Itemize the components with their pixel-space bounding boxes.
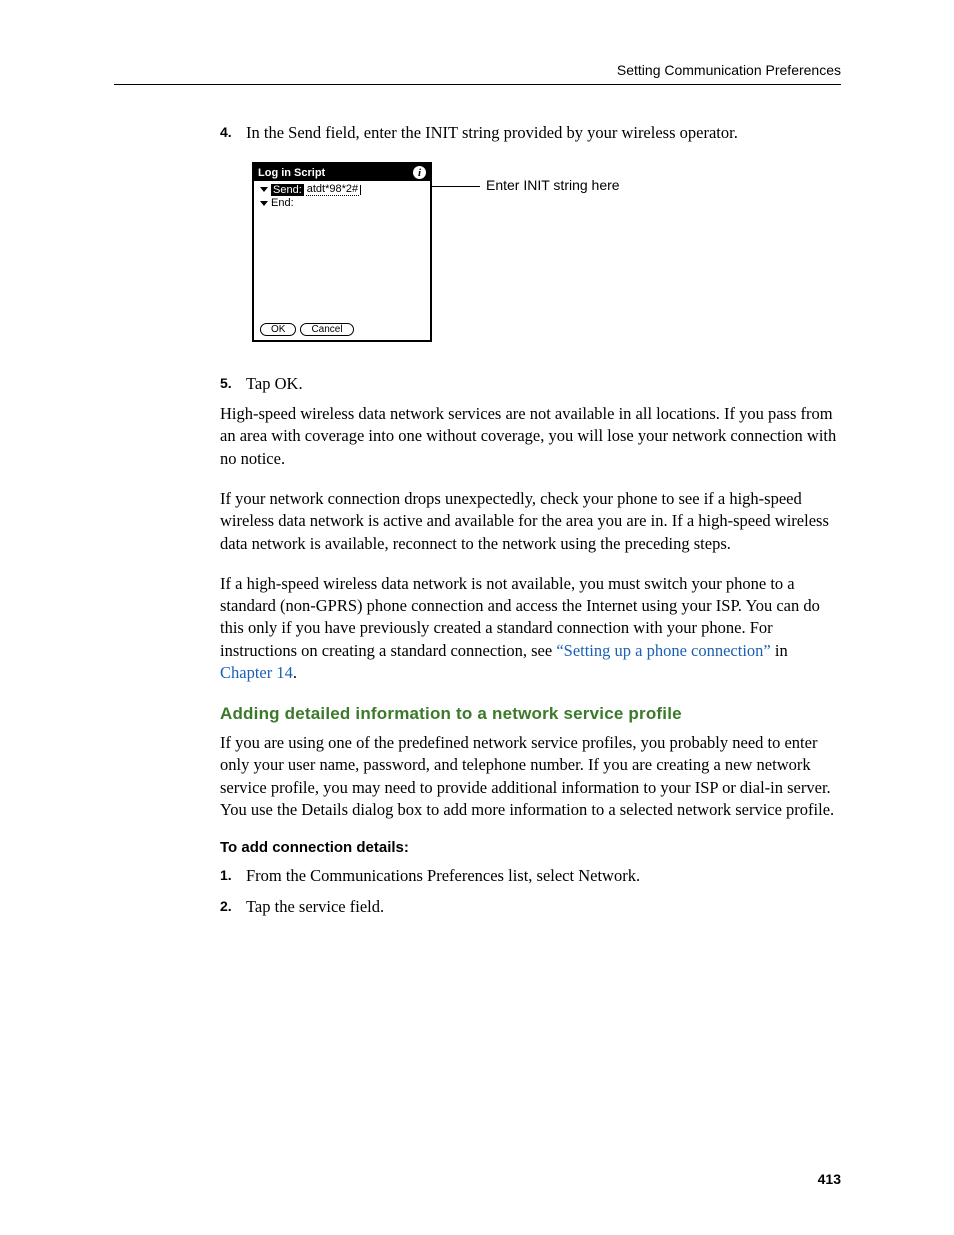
dropdown-triangle-icon[interactable] (260, 187, 268, 192)
callout-connector (428, 186, 456, 187)
step-4: 4. In the Send field, enter the INIT str… (220, 121, 840, 144)
paragraph-text: . (293, 663, 297, 682)
paragraph: If a high-speed wireless data network is… (220, 573, 840, 684)
dialog-buttons: OK Cancel (260, 323, 354, 336)
dialog-title: Log in Script (258, 167, 325, 179)
step-number: 2. (220, 895, 246, 918)
heading-to-add-connection-details: To add connection details: (220, 839, 840, 856)
heading-adding-detailed-info: Adding detailed information to a network… (220, 704, 840, 724)
step-text: Tap the service field. (246, 895, 840, 918)
step-text: In the Send field, enter the INIT string… (246, 121, 840, 144)
step-5: 5. Tap OK. (220, 372, 840, 395)
main-content: 4. In the Send field, enter the INIT str… (220, 121, 840, 926)
end-row: End: (260, 197, 424, 209)
paragraph-text: in (771, 641, 788, 660)
paragraph: If your network connection drops unexpec… (220, 488, 840, 555)
link-setting-up-phone-connection[interactable]: “Setting up a phone connection” (556, 641, 770, 660)
dialog-titlebar: Log in Script i (254, 164, 430, 181)
step-1: 1. From the Communications Preferences l… (220, 864, 840, 887)
header-rule (114, 84, 841, 85)
header-section-title: Setting Communication Preferences (617, 62, 841, 78)
info-icon[interactable]: i (413, 166, 426, 179)
step-2: 2. Tap the service field. (220, 895, 840, 918)
end-label: End: (271, 197, 294, 209)
callout-connector (456, 186, 480, 187)
send-label: Send: (271, 184, 304, 196)
step-number: 1. (220, 864, 246, 887)
cancel-button[interactable]: Cancel (300, 323, 353, 336)
step-text: From the Communications Preferences list… (246, 864, 840, 887)
step-text: Tap OK. (246, 372, 840, 395)
page-number: 413 (818, 1171, 841, 1187)
figure-login-script: Log in Script i Send: atdt*98*2# End: OK… (252, 162, 840, 342)
callout-label: Enter INIT string here (486, 177, 620, 193)
link-chapter-14[interactable]: Chapter 14 (220, 663, 293, 682)
paragraph: High-speed wireless data network service… (220, 403, 840, 470)
text-cursor (360, 185, 361, 195)
step-number: 5. (220, 372, 246, 395)
ok-button[interactable]: OK (260, 323, 296, 336)
paragraph: If you are using one of the predefined n… (220, 732, 840, 821)
step-number: 4. (220, 121, 246, 144)
dialog-body: Send: atdt*98*2# End: (254, 181, 430, 211)
login-script-dialog: Log in Script i Send: atdt*98*2# End: OK… (252, 162, 432, 342)
init-string-field[interactable]: atdt*98*2# (306, 183, 359, 196)
send-row: Send: atdt*98*2# (260, 183, 424, 196)
dropdown-triangle-icon[interactable] (260, 201, 268, 206)
